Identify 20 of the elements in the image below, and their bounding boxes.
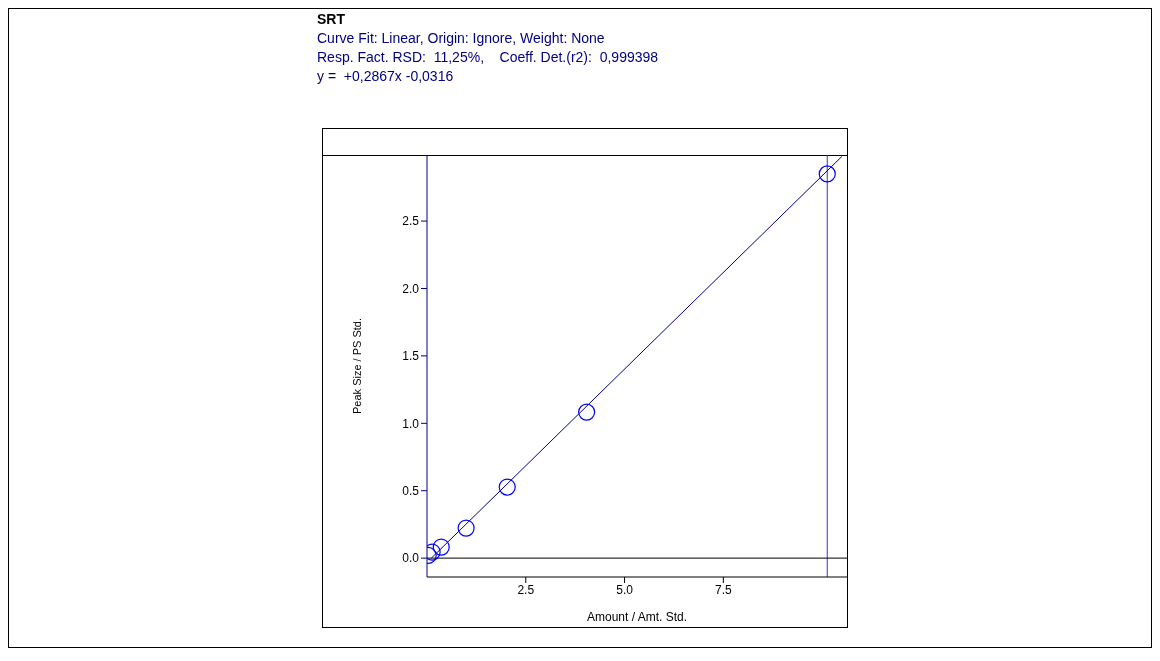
- text: Resp. Fact. RSD: 11,25%, Coeff. Det.(r2): 0,999398: [317, 49, 659, 65]
- point: [818, 165, 836, 183]
- text: Curve Fit: Linear, Origin: Ignore, Weight: None: [317, 30, 606, 46]
- y-tick-label: 2.5: [402, 214, 420, 229]
- x-tick-label: 5.0: [616, 582, 634, 597]
- chart-title: SRT: [317, 11, 346, 27]
- x-tick-label: 2.5: [517, 582, 535, 597]
- point: [457, 519, 475, 537]
- y-tick-label: 1.5: [402, 349, 420, 364]
- point: [432, 538, 450, 556]
- x-axis-title: Amount / Amt. Std.: [586, 610, 688, 624]
- point: [578, 403, 596, 421]
- y-tick-label: 2.0: [402, 281, 420, 296]
- text: y = +0,2867x -0,0316: [317, 68, 455, 84]
- point: [498, 478, 516, 496]
- y-tick-label: 0.0: [402, 551, 420, 566]
- y-axis-title: Peak Size / PS Std.: [350, 318, 363, 414]
- y-tick-label: 1.0: [402, 416, 420, 431]
- x-tick-label: 7.5: [714, 582, 732, 597]
- y-tick-label: 0.5: [402, 483, 420, 498]
